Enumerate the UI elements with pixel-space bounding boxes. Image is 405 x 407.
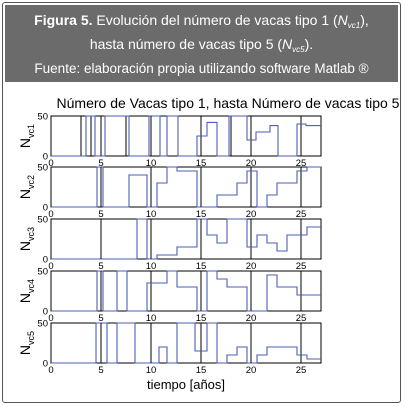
panel-5-series-line [51,322,321,364]
x-tick-label: 0 [48,209,53,220]
y-tick-label: 0 [43,359,48,370]
x-tick-label: 5 [98,313,103,324]
y-tick-label: 0 [43,255,48,266]
panel-1-y-label: Nvc1 [17,124,36,148]
caption-line-1: Figura 5. Evolución del número de vacas … [5,11,398,35]
y-tick-label: 50 [37,215,48,226]
x-tick-label: 15 [196,313,207,324]
panel-5-axes-box [50,322,322,364]
caption-line-1-end: ), [360,12,369,28]
x-tick-label: 20 [246,313,257,324]
chart-title: Número de Vacas tipo 1, hasta Número de … [57,95,400,111]
figure-label: Figura 5. [34,12,93,28]
caption-source: Fuente: elaboración propia utilizando so… [34,61,369,76]
y-tick-label: 50 [37,319,48,330]
x-axis-label: tiempo [años] [147,377,225,392]
x-tick-label: 25 [296,158,307,169]
caption-line-1-var: N [337,12,348,28]
panel-3-axes-box [50,218,322,260]
x-tick-label: 20 [246,158,257,169]
x-tick-label: 15 [196,261,207,272]
caption-line-1-text: Evolución del número de vacas tipo 1 ( [92,12,338,28]
x-tick-label: 25 [296,261,307,272]
x-tick-label: 25 [296,313,307,324]
x-tick-label: 10 [146,313,157,324]
panel-2-axes-box [50,166,322,208]
panel-3-series-line [51,218,321,260]
panel-2-series-line [51,166,321,208]
caption-line-2-sub: vc5 [292,45,305,54]
panel-4-axes-box [50,270,322,312]
y-tick-label: 0 [43,203,48,214]
y-tick-label: 50 [37,163,48,174]
panel-3-y-label: Nvc3 [17,227,36,251]
caption-line-1-sub: vc1 [347,21,361,30]
x-tick-label: 10 [146,209,157,220]
panel-1-series-line [51,115,321,157]
x-tick-label: 15 [196,365,207,376]
x-tick-label: 20 [246,365,257,376]
y-tick-label: 0 [43,307,48,318]
panel-5-y-label: Nvc5 [17,331,36,355]
caption-line-2-var: N [282,36,293,52]
x-tick-label: 5 [98,365,103,376]
x-tick-label: 0 [48,313,53,324]
y-tick-label: 50 [37,112,48,123]
x-tick-label: 5 [98,209,103,220]
y-tick-label: 50 [37,267,48,278]
x-tick-label: 0 [48,261,53,272]
panel-2-y-label: Nvc2 [17,175,36,199]
x-tick-label: 20 [246,261,257,272]
caption-line-2-end: ). [304,36,314,52]
y-tick-label: 0 [43,152,48,163]
x-tick-label: 5 [98,158,103,169]
panel-4-series-line [51,270,321,312]
panel-4-y-label: Nvc4 [17,279,36,303]
x-tick-label: 15 [196,158,207,169]
figure-caption: Figura 5. Evolución del número de vacas … [5,5,398,82]
x-tick-label: 10 [146,261,157,272]
x-tick-label: 10 [146,365,157,376]
caption-line-2-text: hasta número de vacas tipo 5 ( [89,36,283,52]
x-tick-label: 20 [246,209,257,220]
x-tick-label: 10 [146,158,157,169]
caption-line-2: hasta número de vacas tipo 5 (Nvc5). [5,35,398,59]
x-tick-label: 25 [296,365,307,376]
x-tick-label: 25 [296,209,307,220]
x-tick-label: 0 [48,158,53,169]
x-tick-label: 0 [48,365,53,376]
x-tick-label: 5 [98,261,103,272]
x-tick-label: 15 [196,209,207,220]
